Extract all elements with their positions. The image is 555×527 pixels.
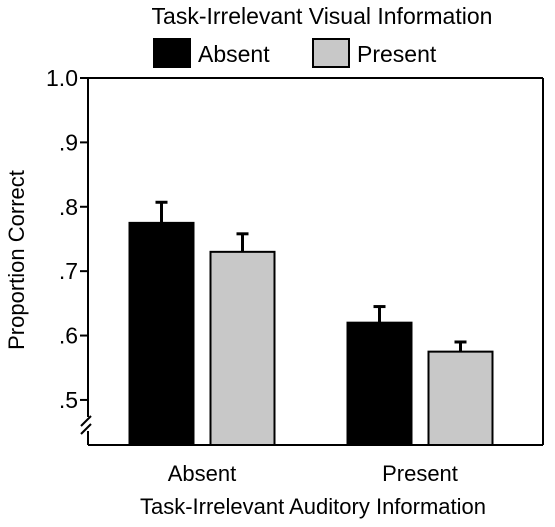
legend-swatch bbox=[312, 38, 350, 68]
y-axis-title: Proportion Correct bbox=[4, 170, 29, 350]
y-tick-label: .9 bbox=[59, 129, 78, 155]
y-tick-label: .6 bbox=[59, 323, 78, 349]
legend-swatch bbox=[153, 38, 191, 68]
y-tick-label: .5 bbox=[59, 387, 78, 413]
bar bbox=[427, 350, 494, 446]
legend-title: Task-Irrelevant Visual Information bbox=[152, 3, 493, 29]
legend: Absent Present bbox=[153, 38, 437, 68]
x-axis: Absent Present bbox=[88, 444, 543, 486]
axis-break-mark bbox=[80, 423, 92, 435]
x-tick-label: Present bbox=[382, 461, 458, 486]
bar bbox=[128, 221, 195, 446]
y-tick-label: .8 bbox=[59, 194, 78, 220]
axis-break-mark bbox=[80, 415, 92, 427]
y-tick-label: 1.0 bbox=[46, 65, 78, 91]
bar bbox=[209, 250, 276, 446]
axis-break-gap bbox=[78, 417, 98, 431]
bar bbox=[346, 321, 413, 446]
legend-label: Present bbox=[357, 41, 437, 67]
y-axis: .5 .6 .7 .8 .9 1.0 bbox=[46, 65, 544, 445]
x-axis-title: Task-Irrelevant Auditory Information bbox=[140, 494, 486, 519]
legend-label: Absent bbox=[198, 41, 270, 67]
bars bbox=[128, 200, 494, 446]
y-tick-label: .7 bbox=[59, 258, 78, 284]
x-tick-label: Absent bbox=[168, 461, 237, 486]
